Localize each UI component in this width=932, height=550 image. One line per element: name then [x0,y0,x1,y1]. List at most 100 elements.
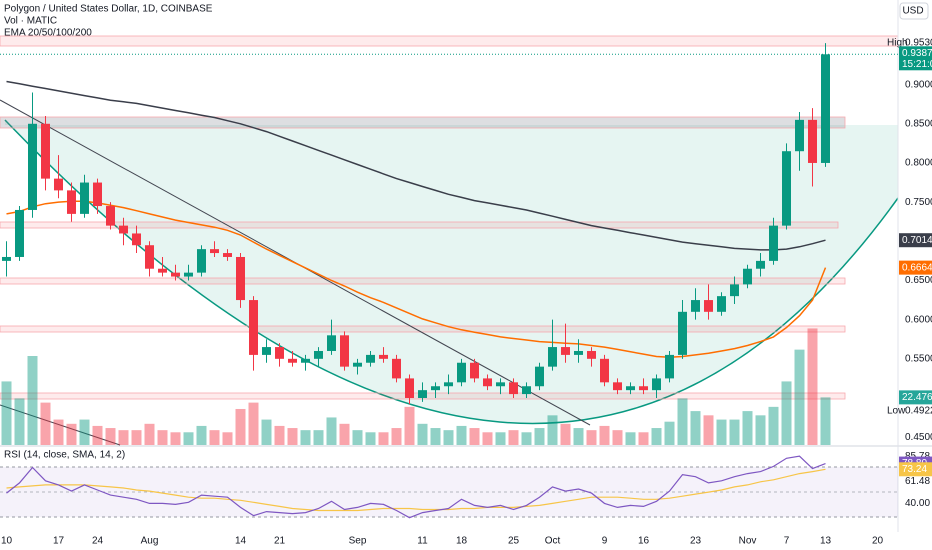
candle-body [132,233,141,246]
volume-value-box [899,390,932,405]
candle-body [587,350,596,359]
volume-bar [664,421,675,445]
rsi-sma-line [6,468,826,512]
volume-bar [677,398,688,445]
y-tick-label: 0.9000 [905,79,932,90]
candle-body [236,256,245,301]
volume-bar [430,428,441,445]
candle-body [353,362,362,367]
candle-body [223,253,232,257]
volume-bar [326,417,337,445]
candle-body [574,350,583,355]
volume-bar [105,428,116,445]
volume-bar [274,425,285,445]
candle-body [197,249,206,273]
volume-bar [222,432,233,445]
x-tick-label: 9 [602,536,608,547]
currency-button[interactable] [899,2,929,20]
volume-bar [651,428,662,445]
volume-bar [352,430,363,445]
volume-bar [248,402,259,445]
volume-bar [131,430,142,445]
volume-bar [404,406,415,445]
currency[interactable]: USD [902,6,923,17]
x-tick-label: Sep [349,536,367,547]
volume-bar [365,432,376,445]
candle-body [392,358,401,379]
x-tick-label: Oct [545,536,561,547]
volume-bar [690,411,701,445]
volume-bar [118,430,129,445]
ema-value: 0.7014 [902,235,932,246]
candle-body [262,347,271,355]
ema-line [6,200,827,359]
ema-value-box [899,233,932,248]
cup-area [5,120,898,424]
volume-bar [92,425,103,445]
candle-body [288,358,297,363]
high-value: 0.9530 [905,38,932,49]
volume-bar [53,419,64,445]
candle-body [327,335,336,351]
candle-body [548,347,557,367]
x-tick-label: 11 [417,536,428,547]
candle-body [171,272,180,277]
candle-body [600,358,609,383]
candle-body [249,300,258,355]
volume-bar [482,432,493,445]
candle-body [561,347,570,355]
candle-body [366,354,375,363]
last-price-box [899,46,932,71]
volume-bar [144,423,155,445]
volume-bar [599,425,610,445]
candle-body [301,358,310,363]
zone [0,277,846,285]
volume-bar [586,430,597,445]
candle-body [80,182,89,214]
volume-bar [14,398,25,445]
x-tick-label: 24 [92,536,104,547]
volume-bar [638,432,649,445]
volume-bar [469,428,480,445]
volume-bar [378,432,389,445]
volume-value: 22.476M [902,392,932,403]
volume-bar [807,328,818,445]
x-tick-label: 21 [274,536,286,547]
candle-body [405,378,414,398]
volume-bar [781,381,792,445]
candle-body [522,386,531,395]
volume-bar [235,408,246,445]
candle-body [639,386,648,391]
candle-body [535,366,544,387]
candle-body [119,225,128,234]
volume-bar [287,428,298,445]
x-tick-label: 17 [53,536,65,547]
rsi-line [6,455,826,519]
countdown: 15:21:09 [902,59,932,70]
zone [0,116,846,129]
volume-bar [417,423,428,445]
candle-body [314,350,323,359]
volume-bar [573,428,584,445]
candle-body [613,382,622,391]
rsi-tick-label: 40.00 [905,498,930,509]
volume-bar [79,419,90,445]
candle-body [782,151,791,226]
rsi-sma-value: 73.24 [902,464,927,475]
volume-bar [768,406,779,445]
volume-bar [209,430,220,445]
x-tick-label: 10 [1,536,13,547]
volume-bar [716,419,727,445]
volume-bar [313,430,324,445]
volume-bar [443,430,454,445]
candle-body [821,54,830,163]
chart-title: Polygon / United States Dollar, 1D, COIN… [4,4,213,15]
cup-curve [4,119,899,425]
x-tick-label: 16 [638,536,650,547]
x-tick-label: 25 [508,536,520,547]
volume-bar [339,423,350,445]
